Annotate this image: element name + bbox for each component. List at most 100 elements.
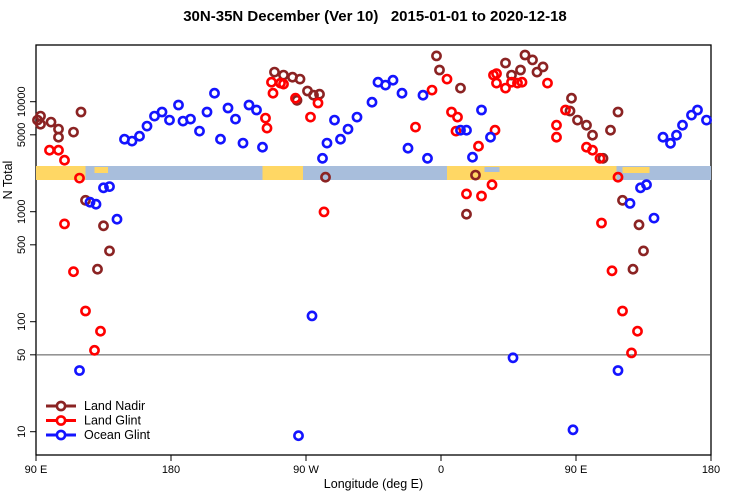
data-point-land-nadir[interactable] [314, 88, 325, 100]
data-point-ocean-glint[interactable] [329, 114, 340, 126]
data-point-land-glint[interactable] [278, 78, 289, 90]
data-point-land-glint[interactable] [290, 92, 301, 104]
data-point-ocean-glint[interactable] [173, 99, 184, 111]
data-point-ocean-glint[interactable] [624, 197, 636, 209]
data-point-land-nadir[interactable] [519, 49, 531, 61]
data-point-land-nadir[interactable] [98, 220, 109, 232]
data-point-land-glint[interactable] [491, 68, 502, 79]
data-point-land-glint[interactable] [89, 344, 100, 356]
data-point-ocean-glint[interactable] [126, 135, 138, 147]
data-point-land-nadir[interactable] [572, 114, 583, 126]
data-point-land-glint[interactable] [441, 73, 453, 85]
data-point-land-glint[interactable] [461, 188, 472, 200]
data-point-land-glint[interactable] [95, 325, 106, 337]
data-point-ocean-glint[interactable] [485, 131, 496, 143]
data-point-ocean-glint[interactable] [215, 133, 226, 145]
data-point-land-nadir[interactable] [53, 131, 64, 143]
data-point-land-glint[interactable] [626, 347, 637, 359]
data-point-ocean-glint[interactable] [111, 213, 123, 225]
data-point-land-nadir[interactable] [612, 106, 624, 118]
data-point-land-glint[interactable] [473, 140, 484, 152]
data-point-ocean-glint[interactable] [380, 79, 391, 91]
data-point-land-nadir[interactable] [537, 61, 549, 73]
data-point-land-nadir[interactable] [531, 66, 543, 78]
data-point-land-nadir[interactable] [527, 54, 538, 66]
data-point-land-glint[interactable] [506, 76, 517, 88]
data-point-land-glint[interactable] [476, 190, 487, 202]
data-point-ocean-glint[interactable] [90, 198, 102, 210]
data-point-land-glint[interactable] [410, 121, 421, 133]
data-point-land-nadir[interactable] [605, 124, 616, 136]
data-point-land-glint[interactable] [266, 76, 277, 88]
data-point-land-glint[interactable] [53, 144, 64, 156]
data-point-land-nadir[interactable] [515, 64, 526, 76]
data-point-land-nadir[interactable] [45, 116, 57, 128]
data-point-ocean-glint[interactable] [230, 113, 241, 125]
data-point-ocean-glint[interactable] [351, 111, 363, 123]
data-point-land-glint[interactable] [606, 265, 618, 277]
data-point-ocean-glint[interactable] [251, 104, 262, 116]
data-point-ocean-glint[interactable] [156, 106, 168, 118]
data-point-land-glint[interactable] [512, 77, 523, 89]
data-point-ocean-glint[interactable] [134, 130, 145, 142]
data-point-land-nadir[interactable] [470, 169, 481, 181]
data-point-ocean-glint[interactable] [222, 102, 234, 114]
data-point-land-glint[interactable] [617, 305, 628, 317]
data-point-ocean-glint[interactable] [209, 87, 220, 99]
data-point-land-glint[interactable] [632, 325, 643, 337]
data-point-ocean-glint[interactable] [648, 212, 660, 224]
data-point-land-nadir[interactable] [633, 219, 645, 231]
data-point-land-nadir[interactable] [587, 129, 598, 141]
data-point-ocean-glint[interactable] [257, 141, 268, 153]
data-point-land-glint[interactable] [491, 77, 502, 89]
data-point-ocean-glint[interactable] [507, 352, 519, 364]
data-point-ocean-glint[interactable] [422, 152, 433, 164]
data-point-ocean-glint[interactable] [665, 137, 676, 149]
data-point-land-glint[interactable] [261, 122, 273, 134]
data-point-land-nadir[interactable] [92, 263, 103, 275]
data-point-land-glint[interactable] [486, 179, 498, 191]
data-point-land-glint[interactable] [516, 76, 528, 88]
data-point-ocean-glint[interactable] [612, 365, 624, 376]
data-point-land-glint[interactable] [305, 111, 316, 123]
data-point-ocean-glint[interactable] [243, 99, 255, 111]
data-point-land-glint[interactable] [596, 217, 607, 229]
data-point-ocean-glint[interactable] [671, 129, 682, 141]
data-point-ocean-glint[interactable] [237, 137, 249, 149]
data-point-ocean-glint[interactable] [194, 125, 205, 137]
data-point-ocean-glint[interactable] [455, 124, 466, 136]
data-point-ocean-glint[interactable] [396, 87, 408, 99]
data-point-land-glint[interactable] [260, 112, 271, 124]
data-point-land-glint[interactable] [318, 206, 330, 218]
data-point-land-glint[interactable] [450, 125, 462, 137]
data-point-land-nadir[interactable] [269, 66, 280, 78]
data-point-land-nadir[interactable] [104, 245, 115, 257]
data-point-ocean-glint[interactable] [641, 179, 652, 191]
data-point-land-nadir[interactable] [294, 73, 306, 85]
data-point-ocean-glint[interactable] [692, 104, 703, 116]
data-point-ocean-glint[interactable] [335, 133, 346, 145]
data-point-ocean-glint[interactable] [657, 131, 669, 143]
data-point-land-glint[interactable] [500, 82, 511, 94]
data-point-ocean-glint[interactable] [417, 89, 429, 101]
data-point-land-nadir[interactable] [581, 119, 592, 131]
data-point-land-nadir[interactable] [564, 105, 576, 117]
data-point-land-nadir[interactable] [320, 171, 331, 183]
data-point-land-nadir[interactable] [566, 92, 577, 104]
data-point-land-nadir[interactable] [68, 126, 79, 138]
data-point-land-glint[interactable] [74, 172, 85, 184]
data-point-land-nadir[interactable] [35, 118, 46, 130]
data-point-land-glint[interactable] [612, 171, 624, 183]
data-point-land-glint[interactable] [80, 305, 91, 317]
data-point-land-glint[interactable] [267, 87, 279, 99]
data-point-ocean-glint[interactable] [141, 120, 153, 132]
data-point-land-glint[interactable] [59, 218, 70, 230]
data-point-ocean-glint[interactable] [293, 430, 304, 442]
data-point-ocean-glint[interactable] [461, 124, 472, 136]
data-point-ocean-glint[interactable] [467, 151, 478, 163]
data-point-land-glint[interactable] [551, 131, 562, 143]
data-point-land-nadir[interactable] [75, 106, 87, 118]
data-point-land-nadir[interactable] [308, 89, 319, 101]
data-point-land-glint[interactable] [426, 84, 438, 96]
data-point-land-glint[interactable] [551, 119, 562, 131]
